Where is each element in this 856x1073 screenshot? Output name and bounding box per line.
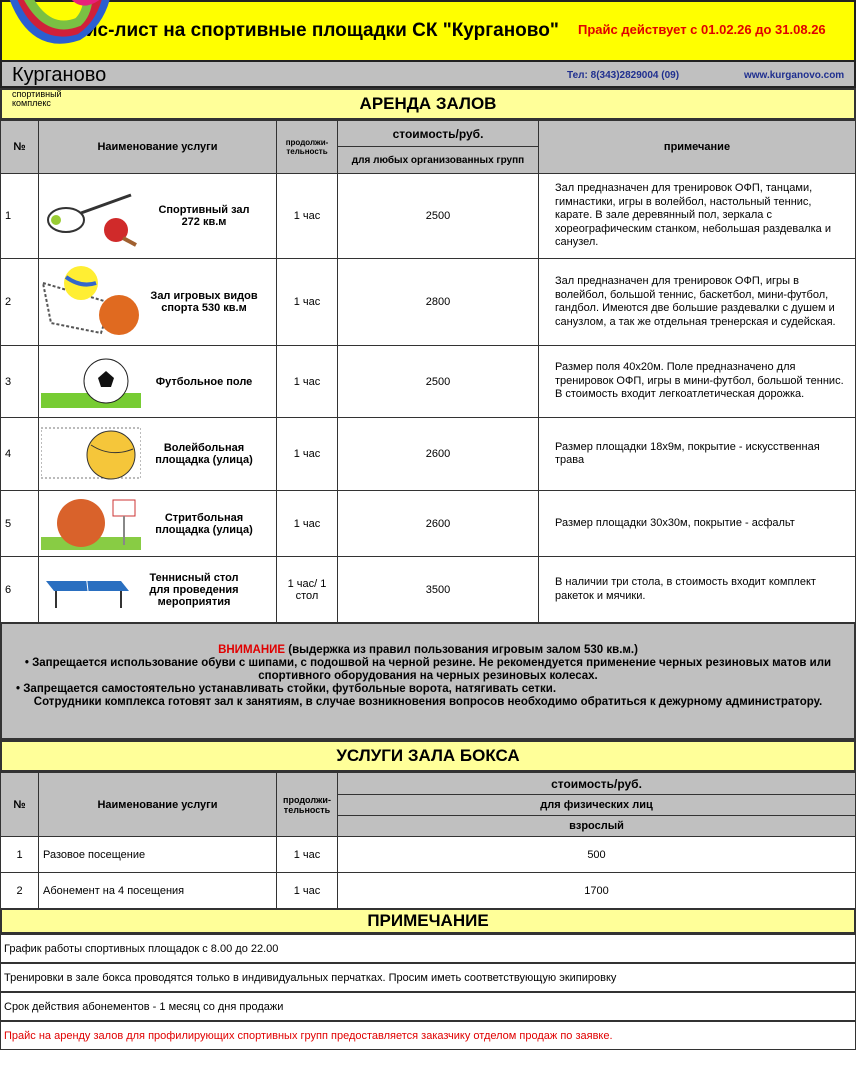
logo-icon xyxy=(9,0,110,44)
service-name: Стритбольная площадка (улица) xyxy=(155,511,253,536)
duration: 1 час xyxy=(276,345,338,418)
col-cost: стоимость/руб. xyxy=(337,772,856,795)
table-row: 6 Теннисный стол для проведения мероприя… xyxy=(0,556,856,623)
row-num: 1 xyxy=(0,836,39,873)
service-name: Футбольное поле xyxy=(155,375,253,388)
service-name: Абонемент на 4 посещения xyxy=(38,872,277,909)
col-duration: продолжи-тельность xyxy=(276,772,338,837)
price: 2600 xyxy=(337,417,539,491)
col-note: примечание xyxy=(538,120,856,174)
col-duration: продолжи-тельность xyxy=(276,120,338,174)
website-link[interactable]: www.kurganovo.com xyxy=(744,70,845,81)
col-name: Наименование услуги xyxy=(38,772,277,837)
price: 3500 xyxy=(337,556,539,623)
price: 2500 xyxy=(337,173,539,259)
volleyball-net-icon xyxy=(41,263,141,342)
brand-subtitle: спортивный комплекс xyxy=(12,89,62,108)
rule-2: • Запрещается самостоятельно устанавлива… xyxy=(16,683,557,695)
price: 1700 xyxy=(337,872,856,909)
service-name: Разовое посещение xyxy=(38,836,277,873)
header-banner xyxy=(0,0,856,62)
note-item: Прайс на аренду залов для профилирующих … xyxy=(0,1021,856,1050)
attention-block: ВНИМАНИЕ (выдержка из правил пользования… xyxy=(0,622,856,740)
table-row: 1 Разовое посещение 1 час 500 xyxy=(0,836,856,873)
col-cost: стоимость/руб. xyxy=(337,120,539,147)
phone: Тел: 8(343)2829004 (09) xyxy=(567,70,680,81)
col-cost-sub: для физических лиц xyxy=(337,794,856,816)
table-row: 2 Абонемент на 4 посещения 1 час 1700 xyxy=(0,872,856,909)
attention-label: ВНИМАНИЕ xyxy=(218,644,286,656)
page-title: Прайс-лист на спортивные площадки СК "Ку… xyxy=(50,20,559,41)
col-cost-sub: для любых организованных групп xyxy=(337,146,539,174)
service-note: Зал предназначен для тренировок ОФП, тан… xyxy=(538,173,856,259)
football-icon xyxy=(41,353,141,411)
price: 2600 xyxy=(337,490,539,557)
service-note: Размер площадки 30х30м, покрытие - асфал… xyxy=(538,490,856,557)
rule-1: • Запрещается использование обуви с шипа… xyxy=(24,657,832,682)
row-num: 4 xyxy=(0,417,39,491)
price-validity: Прайс действует с 01.02.26 до 31.08.26 xyxy=(578,22,826,37)
table-row: 5 Стритбольная площадка (улица) 1 час 26… xyxy=(0,490,856,557)
col-name: Наименование услуги xyxy=(38,120,277,174)
service-note: Размер площадки 18х9м, покрытие - искусс… xyxy=(538,417,856,491)
badminton-icon xyxy=(41,180,141,253)
service-name: Волейбольная площадка (улица) xyxy=(155,442,253,466)
service-note: В наличии три стола, в стоимость входит … xyxy=(538,556,856,623)
boxing-section-title: УСЛУГИ ЗАЛА БОКСА xyxy=(0,740,856,772)
service-name: Теннисный стол для проведения мероприяти… xyxy=(149,571,239,608)
rent-table: № Наименование услуги продолжи-тельность… xyxy=(0,120,856,623)
duration: 1 час xyxy=(276,872,338,909)
row-num: 2 xyxy=(0,258,39,346)
table-row: 4 Волейбольная площадка (улица) 1 час 26… xyxy=(0,417,856,491)
col-cost-sub2: взрослый xyxy=(337,815,856,837)
table-row: 1 Спортивный зал 272 кв.м 1 час 2500 Зал… xyxy=(0,173,856,259)
col-num: № xyxy=(0,772,39,837)
price: 2500 xyxy=(337,345,539,418)
table-tennis-icon xyxy=(41,566,131,614)
brand-name: Курганово xyxy=(12,64,107,86)
row-num: 6 xyxy=(0,556,39,623)
basketball-icon xyxy=(41,495,141,553)
duration: 1 час xyxy=(276,490,338,557)
row-num: 1 xyxy=(0,173,39,259)
rent-section-title: АРЕНДА ЗАЛОВ xyxy=(0,88,856,120)
service-name: Спортивный зал 272 кв.м xyxy=(158,204,250,228)
duration: 1 час xyxy=(276,836,338,873)
price: 2800 xyxy=(337,258,539,346)
contact-band xyxy=(0,62,856,88)
boxing-table: № Наименование услуги продолжи-тельность ст… xyxy=(0,772,856,909)
volleyball-icon xyxy=(40,423,142,486)
duration: 1 час xyxy=(276,417,338,491)
table-row: 3 Футбольное поле 1 час 2500 Размер поля… xyxy=(0,345,856,418)
duration: 1 час/ 1 стол xyxy=(276,556,338,623)
duration: 1 час xyxy=(276,258,338,346)
service-name: Зал игровых видов спорта 530 кв.м xyxy=(150,290,258,314)
note-item: Срок действия абонементов - 1 месяц со д… xyxy=(0,992,856,1021)
row-num: 3 xyxy=(0,345,39,418)
notes-section-title: ПРИМЕЧАНИЕ xyxy=(0,908,856,934)
col-num: № xyxy=(0,120,39,174)
service-note: Зал предназначен для тренировок ОФП, игр… xyxy=(538,258,856,346)
rule-3: Сотрудники комплекса готовят зал к занят… xyxy=(33,696,823,708)
service-note: Размер поля 40х20м. Поле предназначено д… xyxy=(538,345,856,418)
duration: 1 час xyxy=(276,173,338,259)
row-num: 2 xyxy=(0,872,39,909)
table-row: 2 Зал игровых видов спорта 530 кв.м 1 ча… xyxy=(0,258,856,346)
attention-intro: (выдержка из правил пользования игровым … xyxy=(285,644,638,656)
note-item: График работы спортивных площадок с 8.00… xyxy=(0,934,856,963)
price: 500 xyxy=(337,836,856,873)
row-num: 5 xyxy=(0,490,39,557)
note-item: Тренировки в зале бокса проводятся тольк… xyxy=(0,963,856,992)
